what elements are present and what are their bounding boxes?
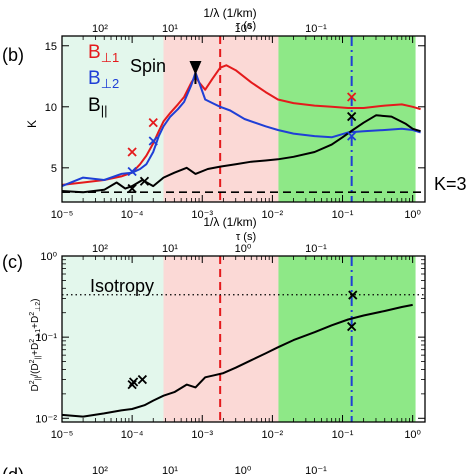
panel-c-top-xtick-label: 10¹ — [162, 243, 178, 255]
panel-c-marker-3 — [348, 290, 358, 300]
panel-b-series-0 — [61, 64, 421, 186]
panel-d-label: (d) — [2, 465, 24, 474]
panel-d-top-ticks: 10² 10¹ 10⁰ 10⁻¹ — [92, 465, 327, 474]
panel-b-hline-label: K=3 — [434, 174, 467, 194]
panel-c-top-xtick-label: 10² — [92, 243, 108, 255]
panel-c-xtick-label: 10⁻¹ — [332, 429, 354, 441]
panel-b-xtick-label: 10⁻⁴ — [121, 209, 144, 221]
panel-c-series — [61, 303, 413, 418]
panel-c-ytick-label: 10⁰ — [40, 251, 57, 263]
panel-c-xtick-label: 10⁻⁴ — [121, 429, 144, 441]
panel-b-marker-7 — [139, 176, 150, 186]
panel-b-ytick-label: 10 — [45, 102, 57, 114]
panel-b-marker-4 — [148, 136, 158, 146]
panel-c-xtick-label: 10⁻³ — [191, 429, 213, 441]
panel-c-ylabel: D2||/(D2||+D2⊥1+D2⊥2) — [29, 299, 42, 392]
spin-arrow-head — [189, 61, 202, 76]
panel-d-top-xtick-label: 10⁻¹ — [305, 465, 327, 474]
panel-b-ytick-label: 15 — [45, 41, 57, 53]
panel-b-marker-0 — [127, 147, 137, 157]
panel-c-marker-2 — [137, 374, 148, 385]
panel-c-ytick-label: 10⁻² — [35, 413, 57, 425]
panel-b-marker-2 — [347, 92, 357, 102]
panel-c: 10⁻⁵ 10⁻⁴ 10⁻³ 10⁻² 10⁻¹ 10⁰ 10² 10¹ 10⁰ 10⁻¹ 10⁻²… — [2, 215, 426, 441]
panel-b-ticks: 10⁻⁵ 10⁻⁴ 10⁻³ 10⁻² 10⁻¹ 10⁰ 10² 10¹ 10⁰ 10⁻¹ 5 10 1… — [45, 23, 425, 221]
panel-b-marker-1 — [148, 118, 158, 128]
panel-c-xtick-label: 10⁻⁵ — [51, 429, 74, 441]
panel-b-xtick-label: 10⁻² — [262, 209, 284, 221]
panel-c-ytick-label: 10⁻¹ — [35, 332, 57, 344]
panel-d-top-xtick-label: 10⁰ — [235, 465, 252, 474]
panel-b-spin-arrow — [189, 61, 202, 84]
panel-b-frame — [61, 35, 426, 203]
panel-b-marker-5 — [347, 131, 357, 141]
panel-c-markers — [127, 290, 358, 390]
panel-b-xtick-label: 10⁰ — [404, 209, 421, 221]
panel-c-shaded-regions — [62, 256, 416, 422]
panel-b-region-0 — [62, 36, 164, 202]
panel-c-top-xlabel-tau: τ (s) — [236, 231, 256, 243]
panel-b-top-xtick-label: 10² — [92, 23, 108, 35]
panel-b-top-xtick-label: 10⁰ — [235, 23, 252, 35]
panel-c-region-2 — [278, 256, 416, 422]
panel-d-top-xtick-label: 10¹ — [162, 465, 178, 474]
panel-c-marker-4 — [347, 321, 357, 332]
panel-c-frame — [61, 255, 426, 423]
panel-b-xtick-label: 10⁻⁵ — [51, 209, 74, 221]
panel-c-xtick-label: 10⁰ — [404, 429, 421, 441]
panel-b-marker-6 — [127, 183, 137, 194]
panel-c-hline-label: Isotropy — [90, 276, 154, 296]
panel-b-top-xtick-label: 10⁻¹ — [305, 23, 327, 35]
panel-c-top-xtick-label: 10⁻¹ — [305, 243, 327, 255]
panel-c-marker-1 — [128, 377, 139, 387]
panel-d-top-xtick-label: 10² — [92, 465, 108, 474]
panel-c-reference-lines — [219, 256, 353, 422]
panel-c-xtick-label: 10⁻² — [262, 429, 284, 441]
panel-b-ylabel: K — [25, 120, 39, 128]
panel-d-partial: (d) 10² 10¹ 10⁰ 10⁻¹ — [2, 465, 327, 474]
panel-c-series-0 — [61, 303, 413, 418]
panel-b-top-xlabel-lambda: 1/λ (1/km) — [203, 6, 256, 20]
panel-b: 10⁻⁵ 10⁻⁴ 10⁻³ 10⁻² 10⁻¹ 10⁰ 10² 10¹ 10⁰ 10⁻¹ 5 10 1… — [2, 6, 467, 221]
panel-b-xtick-label: 10⁻³ — [191, 209, 213, 221]
panel-b-region-2 — [278, 36, 416, 202]
panel-b-xtick-label: 10⁻¹ — [332, 209, 354, 221]
panel-b-markers — [127, 92, 357, 194]
panel-b-marker-3 — [127, 166, 137, 177]
panel-b-ytick-label: 5 — [51, 163, 57, 175]
panel-c-label: (c) — [2, 252, 23, 272]
panel-b-annotation-spin: Spin — [130, 56, 166, 76]
panel-b-reference-lines — [219, 36, 353, 202]
panel-b-top-xlabel-tau: τ (s) — [236, 20, 256, 32]
panel-c-ticks: 10⁻⁵ 10⁻⁴ 10⁻³ 10⁻² 10⁻¹ 10⁰ 10² 10¹ 10⁰ 10⁻¹ 10⁻²… — [35, 243, 425, 441]
panel-c-region-0 — [62, 256, 164, 422]
panel-b-marker-8 — [347, 111, 357, 122]
panel-b-label: (b) — [2, 45, 24, 65]
panel-c-top-xtick-label: 10⁰ — [235, 243, 252, 255]
panel-b-top-xtick-label: 10¹ — [162, 23, 178, 35]
panel-c-top-xlabel-lambda: 1/λ (1/km) — [203, 215, 256, 229]
panel-b-series-1 — [61, 71, 421, 188]
